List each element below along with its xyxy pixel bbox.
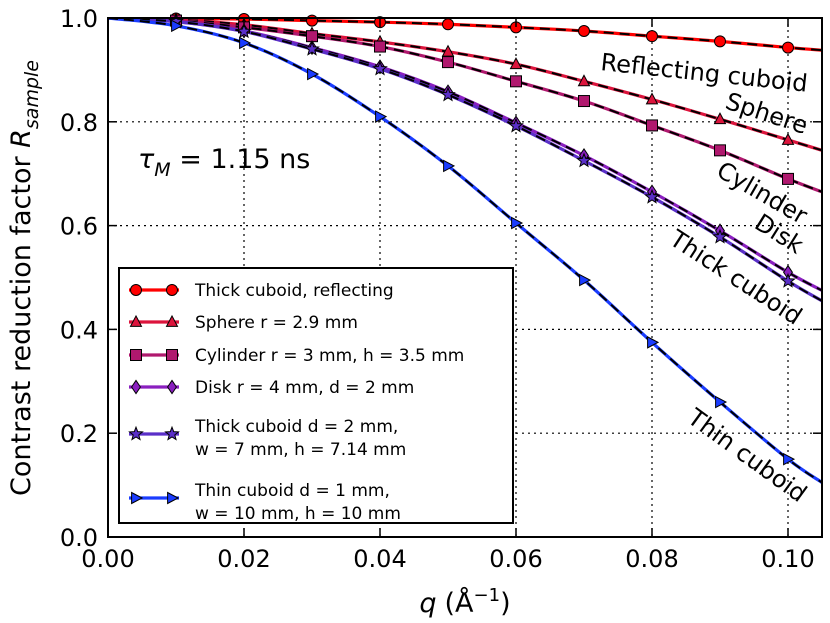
legend-marker <box>129 314 143 327</box>
legend-marker <box>167 491 180 505</box>
series-marker <box>644 188 660 204</box>
annotation-var: τ <box>138 144 155 175</box>
series-marker <box>171 19 184 33</box>
series-marker <box>579 273 592 287</box>
legend-marker <box>130 349 142 361</box>
legend: Thick cuboid, reflecting Sphere r = 2.9 m… <box>118 267 514 524</box>
series-marker <box>712 228 728 244</box>
series-marker <box>236 23 252 39</box>
x-tick-label: 0.00 <box>81 545 134 573</box>
legend-label: w = 7 mm, h = 7.14 mm <box>195 440 406 460</box>
tick-labels: 0.00 0.02 0.04 0.06 0.08 0.10 0.0 0.2 0.4 0.6 0.8 1… <box>60 5 815 573</box>
series-fit-line <box>108 18 822 152</box>
plot-frame <box>107 17 823 538</box>
series-marker <box>239 36 252 50</box>
legend-marker <box>166 379 178 395</box>
y-tick-label: 0.6 <box>60 213 98 241</box>
series-marker <box>306 30 318 43</box>
y-axis-title: Contrast reduction factor Rsample <box>6 60 43 496</box>
series-marker <box>375 110 388 123</box>
y-axis-var: R <box>6 129 37 148</box>
legend-label: w = 10 mm, h = 10 mm <box>195 504 401 524</box>
series-marker <box>372 60 388 76</box>
series-marker <box>646 30 658 43</box>
series-marker <box>440 86 456 102</box>
plot-markers <box>168 12 796 466</box>
legend-marker <box>166 349 178 361</box>
series-marker <box>578 95 590 108</box>
series-marker <box>713 112 727 125</box>
legend-label: Sphere r = 2.9 mm <box>195 313 358 333</box>
series-fit-line <box>108 18 822 302</box>
series-marker <box>715 395 728 409</box>
legend-marker <box>130 379 142 395</box>
series-marker <box>443 159 456 173</box>
series-marker <box>714 144 726 157</box>
x-tick-label: 0.02 <box>217 545 270 573</box>
series-marker <box>307 67 320 81</box>
x-axis-unit-close: ) <box>500 588 511 619</box>
series-marker <box>782 172 794 185</box>
series-marker <box>442 56 454 69</box>
legend-marker <box>164 425 180 441</box>
series-marker <box>645 92 659 105</box>
series-marker <box>511 216 524 230</box>
annotation-rest: = 1.15 ns <box>171 144 311 175</box>
series-marker <box>508 117 524 133</box>
x-tick-label: 0.06 <box>489 545 542 573</box>
series-marker <box>510 75 522 88</box>
x-axis-var: q <box>419 588 436 619</box>
series-marker <box>578 24 590 37</box>
legend-label: Thin cuboid d = 1 mm, <box>194 481 390 501</box>
x-tick-label: 0.10 <box>761 545 814 573</box>
legend-label: Disk r = 4 mm, d = 2 mm <box>195 378 414 398</box>
x-tick-label: 0.04 <box>353 545 406 573</box>
legend-box <box>118 267 514 524</box>
legend-label: Thick cuboid, reflecting <box>194 281 394 301</box>
x-axis-title: q (Å−1) <box>419 585 510 619</box>
y-tick-label: 1.0 <box>60 5 98 33</box>
annotation-tau: τM = 1.15 ns <box>138 144 310 181</box>
series-marker <box>304 40 320 56</box>
series-marker <box>306 14 318 27</box>
series-marker <box>374 40 386 53</box>
legend-label: Cylinder r = 3 mm, h = 3.5 mm <box>195 346 464 366</box>
x-axis-unit-open: (Å <box>445 587 475 619</box>
series-marker <box>442 18 454 31</box>
series-marker <box>783 452 796 466</box>
series-marker <box>509 57 523 70</box>
series-marker <box>647 336 660 349</box>
series-marker <box>780 272 796 288</box>
series-marker <box>714 35 726 48</box>
x-axis-unit-exp: −1 <box>474 585 501 606</box>
y-axis-main: Contrast reduction factor <box>6 148 37 496</box>
y-tick-label: 0.4 <box>60 316 98 344</box>
legend-marker <box>131 491 144 505</box>
series-marker <box>577 74 591 87</box>
legend-label: Thick cuboid d = 2 mm, <box>194 417 398 437</box>
legend-marker <box>166 284 178 296</box>
y-tick-label: 0.2 <box>60 420 98 448</box>
legend-marker <box>130 284 142 296</box>
series-marker <box>782 41 794 54</box>
series-marker <box>781 132 795 145</box>
y-axis-sub: sample <box>21 60 43 129</box>
legend-marker <box>128 425 144 441</box>
y-tick-label: 0.8 <box>60 109 98 137</box>
x-tick-label: 0.08 <box>625 545 678 573</box>
y-tick-label: 0.0 <box>60 524 98 552</box>
legend-marker <box>165 314 179 327</box>
series-marker <box>646 119 658 132</box>
series-marker <box>576 152 592 168</box>
annotation-sub: M <box>154 159 170 181</box>
